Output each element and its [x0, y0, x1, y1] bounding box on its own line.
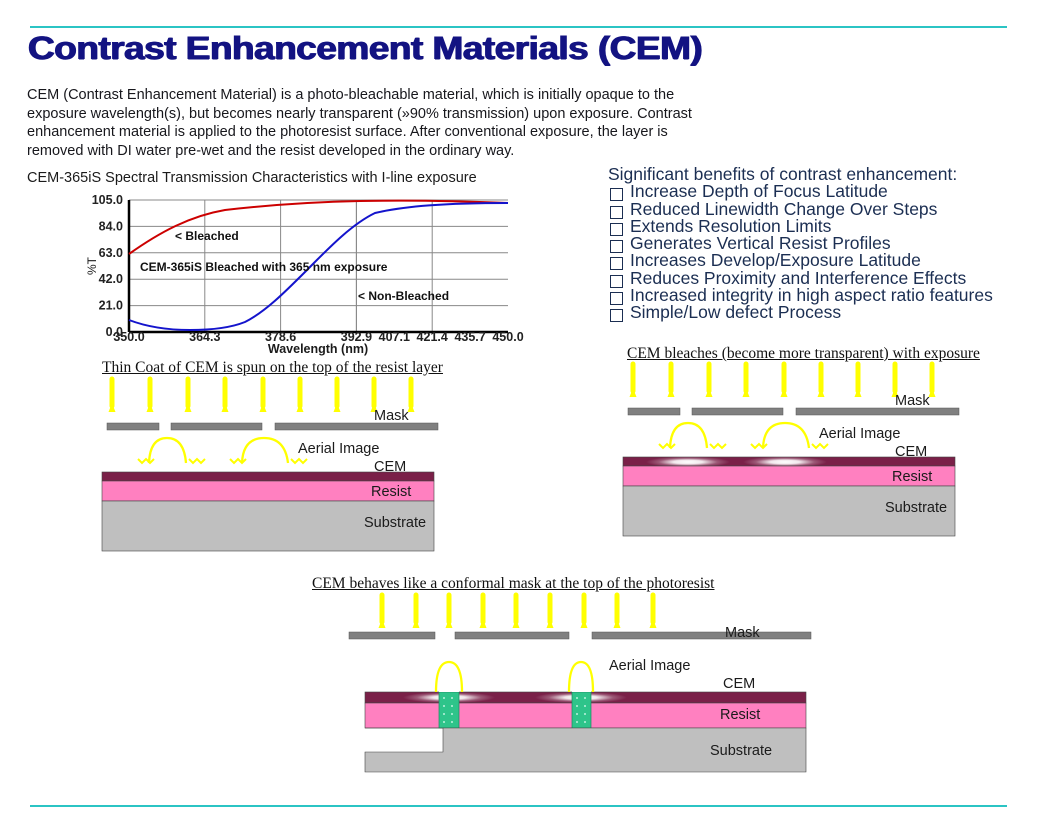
svg-text:Resist: Resist — [892, 469, 932, 485]
svg-text:Mask: Mask — [374, 408, 409, 424]
svg-text:Resist: Resist — [720, 707, 760, 723]
svg-text:Aerial Image: Aerial Image — [819, 426, 900, 442]
svg-text:Substrate: Substrate — [885, 500, 947, 516]
svg-text:Mask: Mask — [725, 625, 760, 641]
svg-text:Substrate: Substrate — [710, 743, 772, 759]
svg-text:Resist: Resist — [371, 484, 411, 500]
svg-text:Aerial Image: Aerial Image — [609, 658, 690, 674]
svg-text:CEM: CEM — [723, 676, 755, 692]
svg-text:Substrate: Substrate — [364, 515, 426, 531]
svg-text:CEM: CEM — [374, 459, 406, 475]
svg-text:CEM: CEM — [895, 444, 927, 460]
svg-text:Mask: Mask — [895, 393, 930, 409]
svg-text:Aerial Image: Aerial Image — [298, 441, 379, 457]
